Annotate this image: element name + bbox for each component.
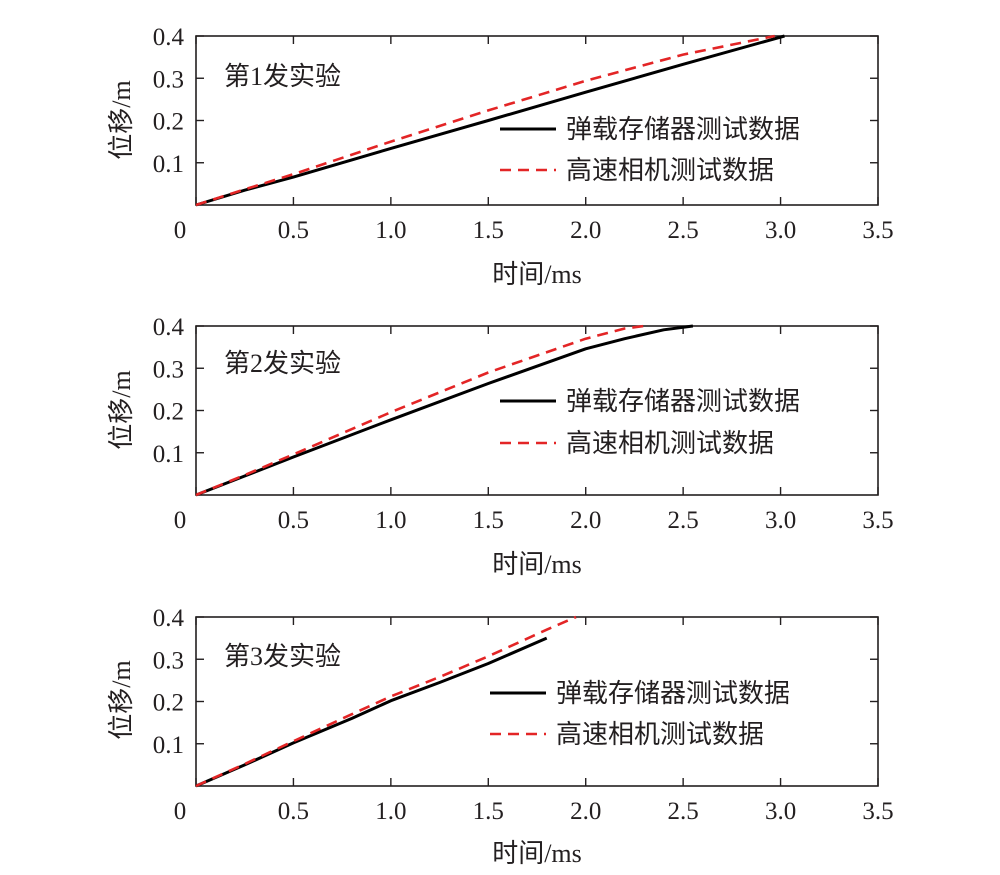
x-axis-title: 时间/ms: [492, 839, 582, 868]
x-tick-label: 3.5: [862, 217, 893, 244]
x-tick-label: 0.5: [278, 798, 309, 825]
x-tick-label: 1.5: [473, 798, 504, 825]
x-tick-label: 3.5: [862, 798, 893, 825]
legend-label: 高速相机测试数据: [566, 156, 774, 185]
y-tick-label: 0.1: [153, 151, 184, 178]
series-line-camera: [195, 324, 645, 497]
y-axis-title: 位移/m: [107, 80, 136, 159]
y-tick-label: 0.2: [153, 690, 184, 717]
x-tick-label: 2.5: [668, 798, 699, 825]
y-tick-label: 0.1: [153, 441, 184, 468]
y-tick-label: 0.1: [153, 732, 184, 759]
x-tick-label: 0.5: [278, 507, 309, 534]
legend-label: 高速相机测试数据: [556, 720, 764, 749]
y-tick-label: 0.4: [153, 314, 185, 341]
x-axis-title: 时间/ms: [492, 260, 582, 289]
y-tick-label: 0.3: [153, 356, 184, 383]
x-tick-label: 1.5: [473, 217, 504, 244]
chart-panel-3: 0 0.5 1.0 1.5 2.0 2.5 3.0 3.5 0.1 0.2 0.3 0.4 时间/ms 位…: [107, 605, 894, 868]
y-tick-label: 0.2: [153, 109, 184, 136]
x-tick-label: 3.5: [862, 507, 893, 534]
x-tick-label: 2.5: [668, 217, 699, 244]
x-tick-label: 1.0: [375, 217, 406, 244]
panel-title: 第2发实验: [224, 349, 341, 378]
chart-panel-1: 0 0.5 1.0 1.5 2.0 2.5 3.0 3.5 0.1 0.2 0.3 0.4 时间/ms 位…: [107, 24, 894, 289]
x-tick-label: 0.5: [278, 217, 309, 244]
chart-panel-2: 0 0.5 1.0 1.5 2.0 2.5 3.0 3.5 0.1 0.2 0.3 0.4 时间/ms 位…: [107, 314, 894, 579]
legend-label: 弹载存储器测试数据: [556, 679, 790, 708]
panel-title: 第3发实验: [224, 642, 341, 671]
y-tick-label: 0.4: [153, 24, 185, 51]
x-tick-label: 3.0: [765, 507, 796, 534]
x-tick-label: 2.0: [570, 507, 601, 534]
y-tick-label: 0.3: [153, 647, 184, 674]
x-tick-label: 1.0: [375, 507, 406, 534]
x-tick-label: 0: [174, 798, 187, 825]
legend-label: 弹载存储器测试数据: [566, 115, 800, 144]
x-tick-label: 2.0: [570, 798, 601, 825]
y-axis-title: 位移/m: [107, 370, 136, 449]
legend-label: 高速相机测试数据: [566, 429, 774, 458]
series-line-camera: [195, 615, 577, 788]
panel-title: 第1发实验: [224, 62, 341, 91]
x-tick-label: 2.5: [668, 507, 699, 534]
x-tick-label: 0: [174, 507, 187, 534]
y-tick-label: 0.3: [153, 66, 184, 93]
x-tick-label: 2.0: [570, 217, 601, 244]
x-tick-label: 0: [174, 217, 187, 244]
x-tick-label: 3.0: [765, 217, 796, 244]
x-tick-label: 1.0: [375, 798, 406, 825]
y-tick-label: 0.4: [153, 605, 185, 632]
x-axis-title: 时间/ms: [492, 550, 582, 579]
series-line-camera: [195, 34, 775, 207]
x-tick-label: 3.0: [765, 798, 796, 825]
legend-label: 弹载存储器测试数据: [566, 387, 800, 416]
x-tick-label: 1.5: [473, 507, 504, 534]
series-line-storage: [195, 324, 694, 497]
y-axis-title: 位移/m: [107, 660, 136, 739]
y-tick-label: 0.2: [153, 399, 184, 426]
